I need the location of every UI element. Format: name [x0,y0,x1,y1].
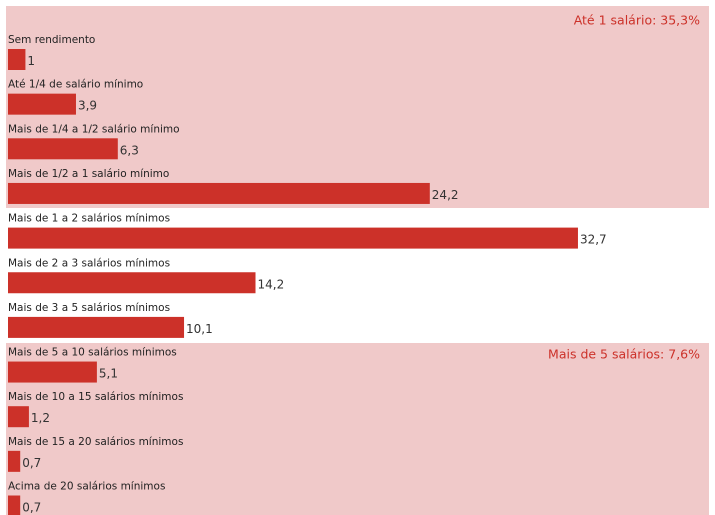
category-label: Mais de 10 a 15 salários mínimos [8,391,183,403]
bar [8,49,26,70]
bar [8,406,29,428]
category-label: Mais de 1/4 a 1/2 salário mínimo [8,123,180,135]
bar [8,450,21,472]
bar [8,361,97,383]
bar [8,138,118,160]
value-label: 0,7 [22,501,41,515]
bar [8,316,185,338]
value-label: 32,7 [580,233,607,247]
category-label: Mais de 1/2 a 1 salário mínimo [8,168,169,180]
category-label: Mais de 1 a 2 salários mínimos [8,213,170,225]
value-label: 6,3 [120,143,139,157]
annotation: Até 1 salário: 35,3% [574,13,700,28]
category-label: Mais de 3 a 5 salários mínimos [8,302,170,314]
value-label: 1 [27,54,35,68]
category-label: Mais de 5 a 10 salários mínimos [8,347,177,359]
bar [8,227,578,249]
category-label: Acima de 20 salários mínimos [8,481,165,493]
category-label: Sem rendimento [8,34,95,46]
category-label: Mais de 2 a 3 salários mínimos [8,257,170,269]
band-low [6,6,709,208]
bar [8,495,21,515]
bar [8,182,430,204]
bar [8,272,256,294]
category-label: Até 1/4 de salário mínimo [8,79,143,91]
value-label: 14,2 [258,277,285,291]
value-label: 5,1 [99,367,118,381]
value-label: 10,1 [186,322,213,336]
value-label: 3,9 [78,99,97,113]
value-label: 24,2 [432,188,459,202]
band-high [6,343,709,515]
value-label: 1,2 [31,411,50,425]
annotation: Mais de 5 salários: 7,6% [548,347,700,362]
category-label: Mais de 15 a 20 salários mínimos [8,436,183,448]
value-label: 0,7 [22,456,41,470]
bar [8,93,76,115]
